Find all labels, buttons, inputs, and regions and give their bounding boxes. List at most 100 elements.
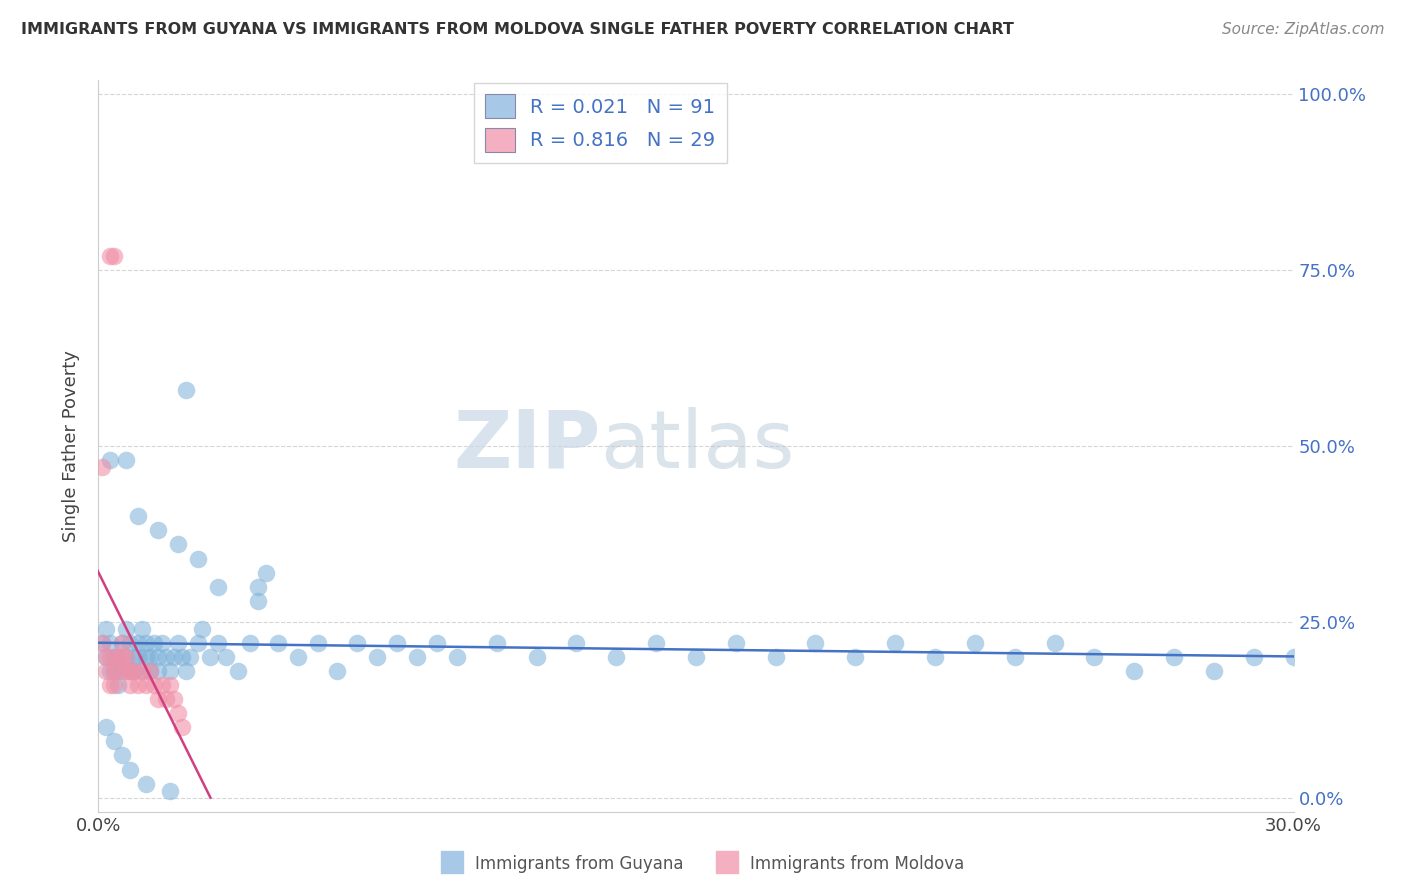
- Point: [207, 636, 229, 650]
- Point: [148, 524, 170, 538]
- Point: [115, 650, 138, 665]
- Point: [1043, 636, 1066, 650]
- Point: [135, 636, 157, 650]
- Point: [111, 636, 134, 650]
- Point: [148, 650, 170, 665]
- Point: [1163, 650, 1185, 665]
- Point: [139, 664, 162, 678]
- Point: [120, 763, 142, 777]
- Point: [167, 636, 190, 650]
- Text: atlas: atlas: [600, 407, 794, 485]
- Point: [111, 664, 134, 678]
- Point: [179, 650, 201, 665]
- Point: [120, 664, 142, 678]
- Point: [239, 636, 262, 650]
- Point: [765, 650, 787, 665]
- Point: [96, 720, 118, 734]
- Point: [103, 734, 125, 748]
- Point: [155, 650, 177, 665]
- Point: [96, 650, 118, 665]
- Point: [267, 636, 290, 650]
- Point: [107, 678, 129, 692]
- Point: [198, 650, 221, 665]
- Point: [111, 636, 134, 650]
- Point: [131, 622, 153, 636]
- Point: [605, 650, 627, 665]
- Legend: Immigrants from Guyana, Immigrants from Moldova: Immigrants from Guyana, Immigrants from …: [434, 847, 972, 880]
- Point: [115, 650, 138, 665]
- Point: [150, 636, 173, 650]
- Point: [91, 636, 114, 650]
- Point: [174, 664, 197, 678]
- Point: [150, 678, 173, 692]
- Point: [645, 636, 668, 650]
- Point: [135, 650, 157, 665]
- Point: [103, 650, 125, 665]
- Point: [804, 636, 827, 650]
- Point: [135, 776, 157, 790]
- Point: [98, 664, 122, 678]
- Point: [565, 636, 588, 650]
- Legend: R = 0.021   N = 91, R = 0.816   N = 29: R = 0.021 N = 91, R = 0.816 N = 29: [474, 83, 727, 163]
- Point: [127, 509, 149, 524]
- Point: [1243, 650, 1265, 665]
- Point: [1004, 650, 1026, 665]
- Point: [148, 692, 170, 706]
- Point: [124, 664, 146, 678]
- Text: Source: ZipAtlas.com: Source: ZipAtlas.com: [1222, 22, 1385, 37]
- Point: [98, 636, 122, 650]
- Text: IMMIGRANTS FROM GUYANA VS IMMIGRANTS FROM MOLDOVA SINGLE FATHER POVERTY CORRELAT: IMMIGRANTS FROM GUYANA VS IMMIGRANTS FRO…: [21, 22, 1014, 37]
- Point: [127, 636, 149, 650]
- Point: [187, 636, 209, 650]
- Point: [167, 537, 190, 551]
- Point: [174, 383, 197, 397]
- Point: [844, 650, 866, 665]
- Point: [163, 692, 186, 706]
- Point: [346, 636, 368, 650]
- Point: [115, 664, 138, 678]
- Point: [91, 636, 114, 650]
- Point: [155, 692, 177, 706]
- Point: [131, 664, 153, 678]
- Y-axis label: Single Father Poverty: Single Father Poverty: [62, 350, 80, 542]
- Point: [366, 650, 388, 665]
- Point: [98, 453, 122, 467]
- Point: [103, 664, 125, 678]
- Point: [406, 650, 429, 665]
- Point: [526, 650, 548, 665]
- Point: [131, 664, 153, 678]
- Point: [143, 636, 166, 650]
- Point: [426, 636, 449, 650]
- Point: [124, 650, 146, 665]
- Point: [254, 566, 277, 580]
- Point: [326, 664, 349, 678]
- Point: [91, 460, 114, 475]
- Point: [107, 664, 129, 678]
- Point: [120, 664, 142, 678]
- Point: [115, 453, 138, 467]
- Point: [724, 636, 747, 650]
- Point: [111, 748, 134, 763]
- Point: [884, 636, 907, 650]
- Point: [1083, 650, 1105, 665]
- Point: [148, 664, 170, 678]
- Point: [159, 783, 181, 797]
- Point: [98, 678, 122, 692]
- Point: [446, 650, 468, 665]
- Point: [127, 650, 149, 665]
- Point: [307, 636, 329, 650]
- Point: [246, 593, 269, 607]
- Point: [115, 622, 138, 636]
- Point: [143, 678, 166, 692]
- Point: [98, 650, 122, 665]
- Point: [167, 706, 190, 721]
- Point: [139, 650, 162, 665]
- Point: [120, 678, 142, 692]
- Point: [111, 650, 134, 665]
- Point: [163, 650, 186, 665]
- Point: [1123, 664, 1146, 678]
- Point: [226, 664, 249, 678]
- Point: [107, 650, 129, 665]
- Point: [107, 650, 129, 665]
- Point: [172, 720, 194, 734]
